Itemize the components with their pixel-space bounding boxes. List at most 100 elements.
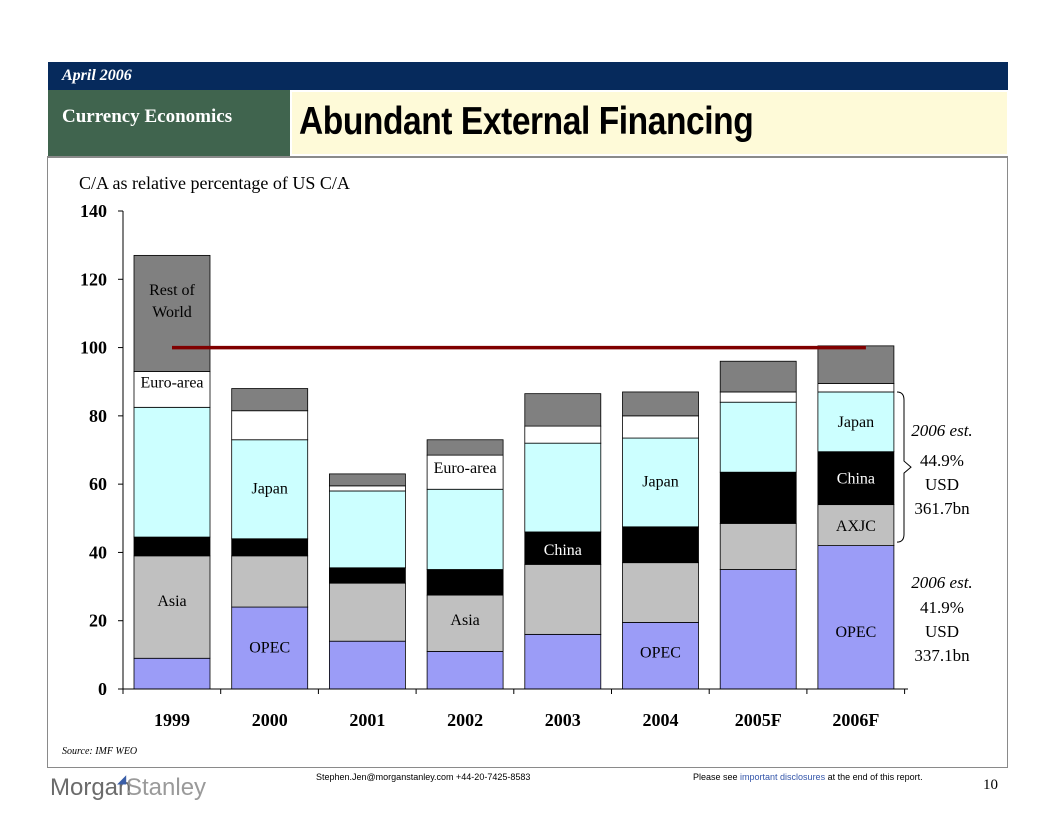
bar-segment-asia-2006F [817,504,895,546]
bar-segment-china-2004 [622,526,699,564]
left-border [47,156,48,768]
disclosure-link[interactable]: important disclosures [740,772,826,782]
bar-segment-china-2002 [426,569,504,596]
bar-segment-euro-area-1999 [133,371,211,408]
bar-segment-rest-of-world-2006F [817,345,895,384]
bar-segment-rest-of-world-2001 [328,473,406,487]
y-tick-label: 100 [80,338,107,358]
segment-label-china: China [544,542,582,559]
bar-segment-asia-2004 [622,562,699,623]
chart-title: C/A as relative percentage of US C/A [79,173,350,193]
logo-word-stanley: Stanley [126,774,207,801]
right-border [1007,156,1008,768]
bar-segment-euro-area-2005F [719,391,797,403]
bar-segment-rest-of-world-2003 [524,393,602,427]
bar-segment-japan-1999 [133,406,211,538]
logo-mark-icon: ◢ [117,772,127,786]
report-date: April 2006 [62,67,132,84]
bar-segment-opec-2002 [426,651,504,690]
y-tick-label: 140 [80,201,107,221]
title-box: Abundant External Financing [292,92,1007,154]
section-label: Currency Economics [62,106,233,127]
bar-segment-japan-2004 [622,437,699,528]
segment-label-euro-area: Euro-area [140,375,203,392]
logo-word-morgan: Morgan [50,774,132,801]
bar-segment-china-2005F [719,471,797,524]
bar-segment-rest-of-world-2000 [231,388,309,412]
section-label-box: Currency Economics [48,90,290,156]
contact-info: Stephen.Jen@morganstanley.com +44-20-742… [316,772,531,782]
bar-segment-opec-2005F [719,569,797,690]
bar-segment-asia-2000 [231,555,309,608]
bar-segment-asia-2002 [426,594,504,652]
y-tick-label: 40 [89,542,107,562]
bar-segment-euro-area-2002 [426,454,504,490]
y-tick-label: 0 [98,679,107,699]
segment-label-euro-area: Euro-area [434,460,497,477]
bar-segment-opec-2004 [622,622,699,690]
bar-segment-euro-area-2000 [231,410,309,441]
disclosure-pre: Please see [693,772,741,782]
segment-label-china: China [837,470,875,487]
y-tick-label: 60 [89,474,107,494]
header-bar: April 2006 [48,62,1008,90]
segment-label-opec: OPEC [835,624,876,641]
annotation-text: 44.9% [920,451,964,470]
source-note: Source: IMF WEO [62,746,138,757]
x-tick-label: 2004 [643,710,679,730]
segment-label-rest-of-world: World [152,304,192,321]
page-title: Abundant External Financing [299,100,754,143]
annotation-text: 2006 est. [911,573,972,592]
annotation-text: 2006 est. [911,421,972,440]
disclosure-post: at the end of this report. [825,772,923,782]
x-tick-label: 2006F [832,710,879,730]
bar-segment-asia-2005F [719,523,797,570]
y-tick-label: 80 [89,406,107,426]
bar-segment-china-2000 [231,538,309,557]
bar-segment-china-2001 [328,567,406,584]
header-divider [48,156,1008,158]
bar-segment-china-2003 [524,531,602,565]
x-tick-label: 1999 [154,710,190,730]
bar-segment-japan-2003 [524,442,602,533]
y-tick-label: 120 [80,269,107,289]
bar-segment-asia-1999 [133,555,211,659]
x-tick-label: 2003 [545,710,581,730]
bar-segment-japan-2001 [328,490,406,569]
footer-divider [48,767,1008,768]
bar-segment-rest-of-world-2002 [426,439,504,456]
bar-segment-euro-area-2004 [622,415,699,439]
x-tick-label: 2001 [349,710,385,730]
segment-label-opec: OPEC [640,644,681,661]
segment-label-japan: Japan [251,481,287,498]
bar-segment-japan-2005F [719,401,797,473]
bar-segment-asia-2003 [524,563,602,635]
x-tick-label: 2005F [735,710,782,730]
bar-segment-euro-area-2003 [524,425,602,444]
annotation-brace [896,391,912,543]
segment-label-rest-of-world: Rest of [149,282,195,299]
bar-segment-rest-of-world-2004 [622,391,699,417]
segment-label-opec: OPEC [249,639,290,656]
annotation-text: USD [925,475,959,494]
bar-segment-opec-1999 [133,657,211,690]
annotation-text: 337.1bn [914,646,970,665]
bar-segment-rest-of-world-2005F [719,360,797,393]
segment-label-asia: Asia [157,593,186,610]
segment-label-japan: Japan [838,414,874,431]
bar-segment-euro-area-2006F [817,383,895,393]
x-tick-label: 2000 [252,710,288,730]
segment-label-japan: Japan [642,474,678,491]
annotation-text: 41.9% [920,598,964,617]
disclosure-note: Please see important disclosures at the … [693,772,923,782]
bar-segment-rest-of-world-1999 [133,254,211,372]
bar-segment-japan-2006F [817,391,895,453]
annotation-text: USD [925,622,959,641]
bar-segment-japan-2002 [426,488,504,570]
page-number: 10 [983,777,998,793]
x-tick-label: 2002 [447,710,483,730]
segment-label-asia: Asia [450,612,479,629]
bar-segment-asia-2001 [328,582,406,642]
bar-segment-euro-area-2001 [328,485,406,492]
